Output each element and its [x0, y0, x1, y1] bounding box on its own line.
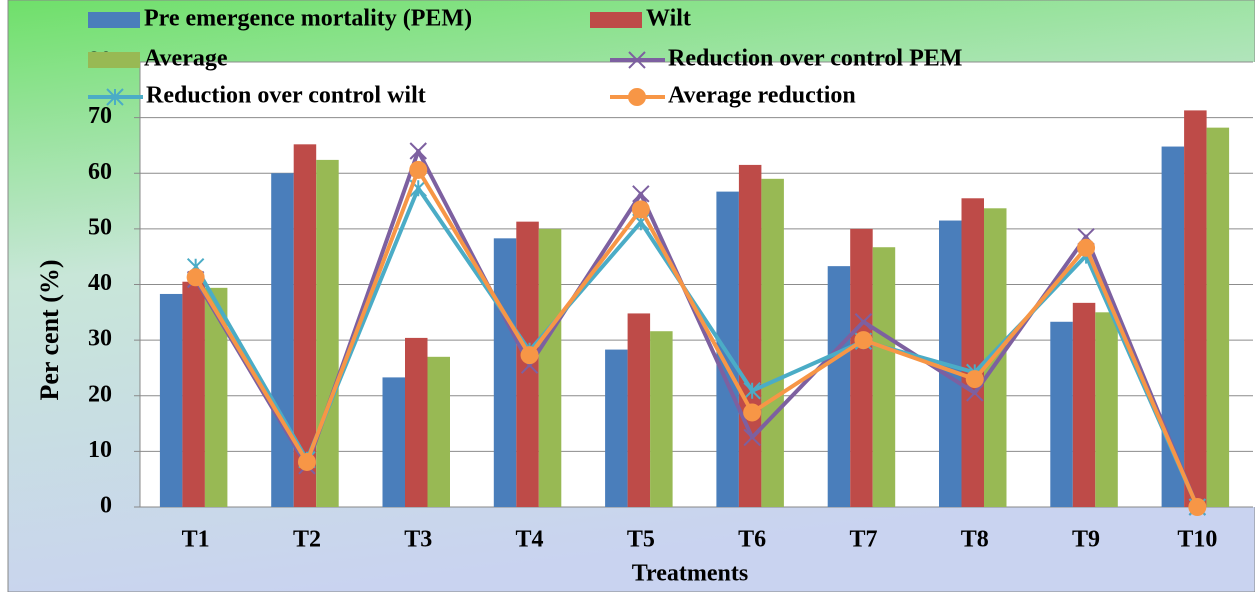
bar — [1161, 146, 1185, 508]
marker — [743, 428, 761, 447]
bar — [316, 159, 339, 507]
bar — [961, 198, 984, 507]
x-tick-label: T9 — [1072, 527, 1100, 553]
marker — [965, 370, 984, 389]
marker — [628, 88, 646, 106]
marker — [854, 313, 873, 331]
bar — [827, 266, 851, 507]
bar — [872, 247, 896, 507]
y-axis-title: Per cent (%) — [35, 259, 64, 400]
bar — [850, 228, 873, 507]
x-tick-label: T2 — [293, 527, 321, 553]
x-tick-label: T8 — [961, 527, 989, 553]
y-tick-label: 60 — [88, 159, 112, 185]
marker — [632, 185, 650, 203]
marker — [106, 88, 124, 106]
y-tick-label: 30 — [88, 326, 112, 352]
x-tick-label: T4 — [516, 527, 544, 553]
bar — [293, 144, 317, 507]
y-tick-label: 40 — [88, 270, 112, 296]
bar — [1184, 110, 1207, 508]
y-tick-label: 10 — [88, 437, 112, 463]
x-tick-label: T10 — [1177, 527, 1217, 553]
marker — [631, 200, 650, 219]
x-tick-label: T6 — [738, 527, 766, 553]
marker — [966, 384, 984, 402]
line — [193, 167, 1200, 508]
marker — [854, 331, 873, 350]
bar — [204, 287, 228, 507]
bar — [538, 228, 562, 507]
x-tick-label: T7 — [849, 527, 877, 553]
legend-label: Average — [144, 46, 228, 72]
y-tick-label: 0 — [100, 493, 112, 519]
x-tick-label: T1 — [182, 527, 210, 553]
bar — [627, 313, 651, 507]
bar — [182, 281, 205, 507]
marker — [520, 346, 539, 365]
bar — [716, 191, 739, 507]
bar — [159, 293, 183, 507]
bar — [1206, 127, 1230, 507]
bar — [271, 173, 294, 507]
bar — [382, 377, 405, 507]
marker — [628, 51, 646, 69]
legend-swatch — [590, 12, 642, 28]
marker — [743, 382, 761, 400]
legend-label: Reduction over control PEM — [668, 46, 962, 72]
marker — [1077, 238, 1096, 257]
bar — [738, 164, 762, 507]
legend-label: Average reduction — [668, 83, 856, 109]
legend-label: Reduction over control wilt — [146, 83, 426, 109]
y-tick-label: 20 — [88, 381, 112, 407]
bar — [1050, 321, 1073, 507]
bar — [650, 331, 673, 507]
legend-label: Wilt — [646, 6, 691, 32]
marker — [409, 142, 427, 160]
y-tick-label: 70 — [88, 103, 112, 129]
bar — [493, 238, 517, 508]
bar — [761, 178, 784, 507]
x-tick-label: T3 — [404, 527, 432, 553]
marker — [297, 452, 316, 471]
bar — [427, 356, 450, 507]
x-axis-title: Treatments — [632, 561, 748, 587]
x-tick-label: T5 — [627, 527, 655, 553]
y-tick-label: 50 — [88, 214, 112, 240]
marker — [743, 403, 762, 422]
marker — [1188, 498, 1207, 516]
bar — [605, 349, 628, 507]
bar — [405, 337, 428, 507]
bar — [1095, 312, 1118, 507]
legend-swatch — [88, 52, 140, 68]
marker — [186, 268, 205, 287]
legend-label: Pre emergence mortality (PEM) — [144, 6, 472, 32]
marker — [409, 160, 428, 179]
legend-swatch — [88, 12, 140, 28]
bar — [1072, 302, 1096, 507]
